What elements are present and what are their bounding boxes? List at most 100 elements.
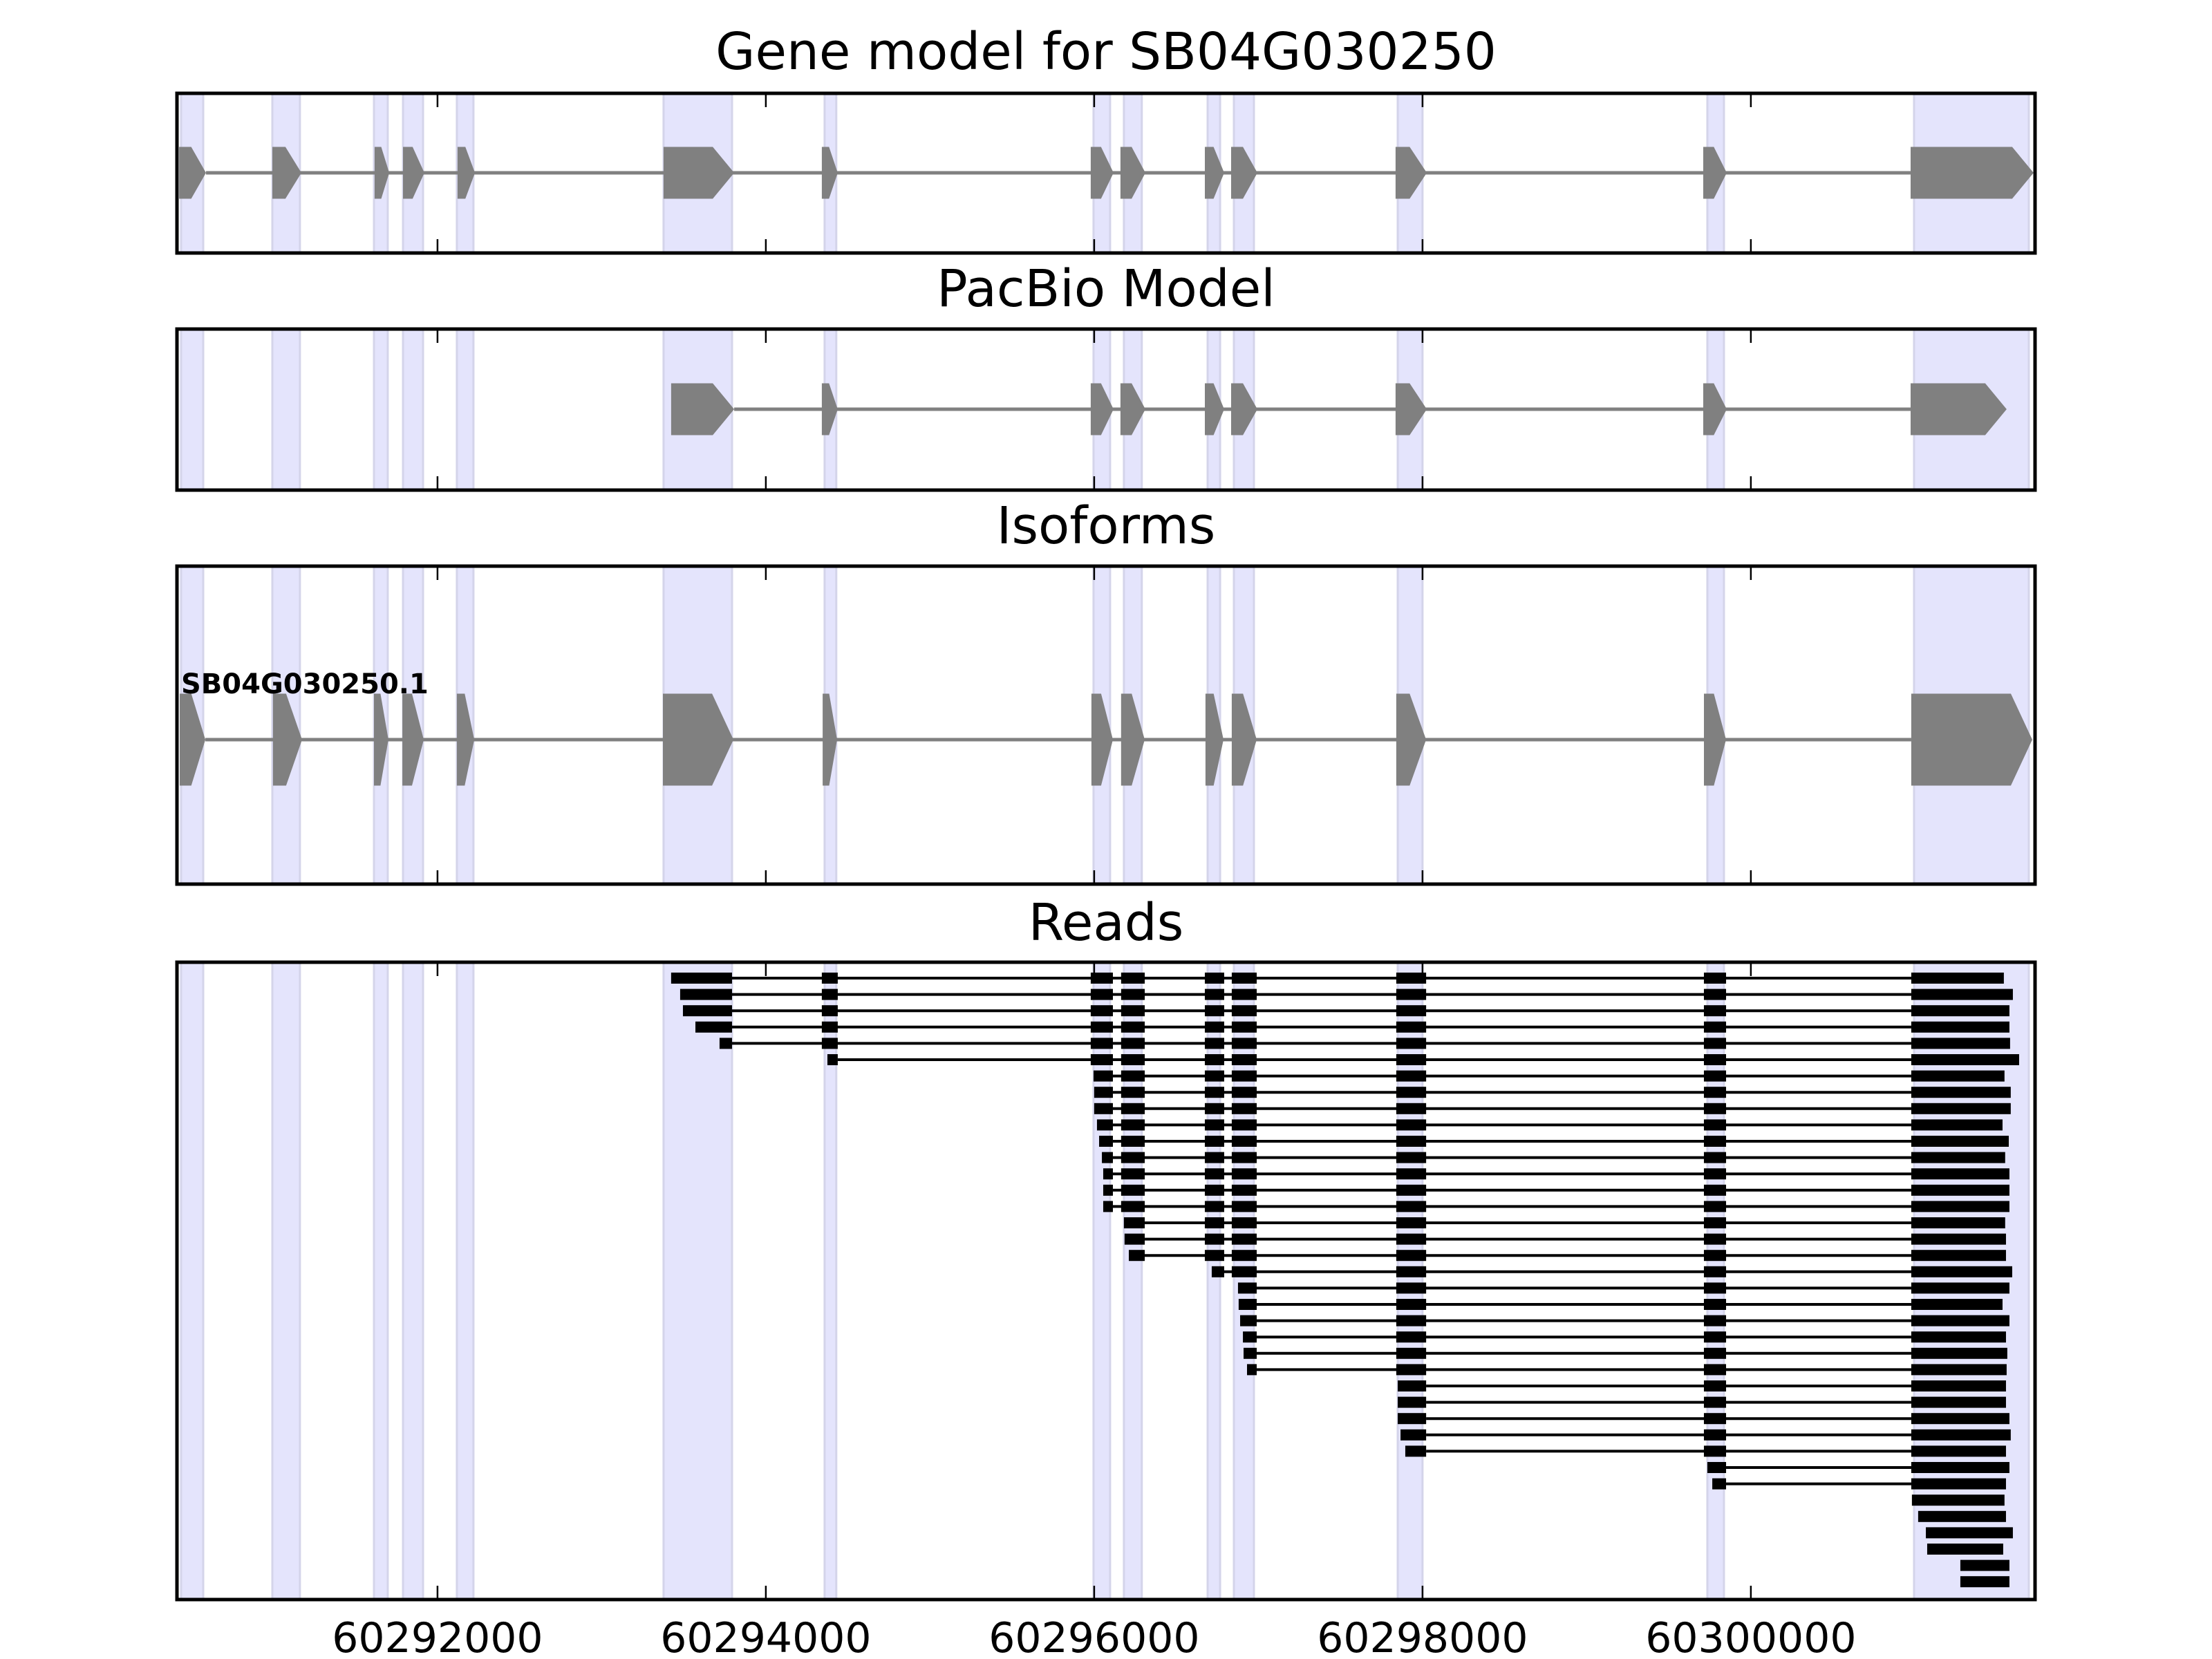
read-exon-block <box>821 1038 838 1049</box>
read <box>1398 1380 2006 1391</box>
read-exon-block <box>1405 1445 1427 1457</box>
isoform-exon-shape <box>1231 693 1257 786</box>
read-exon-block <box>1911 1250 2006 1262</box>
exon-highlight-band <box>456 328 475 491</box>
read-exon-block <box>1096 1119 1113 1131</box>
read-exon-block <box>1911 1494 2005 1506</box>
exon-shape <box>374 147 390 199</box>
read-exon-block <box>1231 1266 1257 1277</box>
read <box>1099 1136 2009 1147</box>
isoform-exon-shape <box>1091 693 1113 786</box>
read-exon-block <box>1204 1119 1224 1131</box>
read-exon-block <box>1204 1152 1224 1163</box>
isoform-exon-shape <box>374 693 388 786</box>
read-exon-block <box>1911 1119 2003 1131</box>
read-exon-block <box>1103 1184 1113 1196</box>
exon-highlight-band <box>271 961 301 1601</box>
panel-frame <box>175 960 2037 1602</box>
panel-plot-area <box>179 92 2034 254</box>
exon-shape <box>272 147 301 199</box>
read-exon-block <box>1121 1087 1145 1098</box>
read-exon-block <box>1398 1380 1427 1391</box>
read <box>1400 1429 2011 1441</box>
exon-highlight-band <box>373 961 389 1601</box>
read-exon-block <box>1121 1152 1145 1163</box>
read-exon-block <box>1123 1217 1145 1228</box>
read-exon-block <box>1396 1315 1427 1327</box>
read-exon-block <box>1204 1201 1224 1212</box>
read-exon-block <box>1918 1510 2006 1522</box>
read-exon-block <box>1396 1331 1427 1343</box>
read-exon-block <box>1911 1136 2009 1147</box>
read-exon-block <box>1707 1462 1727 1473</box>
read-exon-block <box>1204 988 1224 1000</box>
read-exon-block <box>1396 1168 1427 1180</box>
read-exon-block <box>1703 1070 1727 1082</box>
read-exon-block <box>821 1005 838 1017</box>
isoform-exon-shape <box>1704 693 1726 786</box>
read-exon-block <box>1911 988 2013 1000</box>
exon-highlight-band <box>271 328 301 491</box>
exon-highlight-band <box>373 328 389 491</box>
read <box>1096 1119 2003 1131</box>
read-exon-block <box>1231 1119 1257 1131</box>
exon-shape <box>1703 147 1727 199</box>
read-exon-block <box>1911 1087 2011 1098</box>
read-exon-block <box>1204 1250 1224 1262</box>
read-exon-block <box>1911 1413 2009 1425</box>
read-exon-block <box>1703 1380 1727 1391</box>
x-tick-label: 60294000 <box>660 1614 871 1659</box>
read <box>1123 1217 2005 1228</box>
read <box>1103 1201 2009 1212</box>
exon-shape <box>1090 383 1114 435</box>
x-tick-label: 60296000 <box>988 1614 1199 1659</box>
read-exon-block <box>1396 1266 1427 1277</box>
exon-shape <box>1205 383 1224 435</box>
read-exon-block <box>1396 1347 1427 1359</box>
read-exon-block <box>1703 1364 1727 1376</box>
read <box>1124 1233 2006 1245</box>
panel-plot-area <box>180 565 2032 885</box>
read-exon-block <box>1090 1054 1113 1065</box>
read-exon-block <box>1231 1021 1257 1033</box>
read-exon-block <box>1204 1070 1224 1082</box>
isoform-exon-shape <box>402 693 424 786</box>
read-exon-block <box>1231 1233 1257 1245</box>
read-exon-block <box>1703 1152 1727 1163</box>
read-exon-block <box>1703 1087 1727 1098</box>
read-exon-block <box>695 1021 732 1033</box>
read-exon-block <box>1204 1168 1224 1180</box>
panel-title-reads: Reads <box>1029 893 1184 953</box>
read-exon-block <box>1237 1282 1257 1294</box>
read-exon-block <box>1911 1038 2010 1049</box>
read-exon-block <box>1231 973 1257 984</box>
read-exon-block <box>1703 1396 1727 1408</box>
read-exon-block <box>1703 1429 1727 1441</box>
read-exon-block <box>1231 1184 1257 1196</box>
read-exon-block <box>1911 1396 2006 1408</box>
read-exon-block <box>1204 1005 1224 1017</box>
panel-gene-model: Gene model for SB04G030250 <box>175 22 2037 255</box>
read-exon-block <box>1204 1184 1224 1196</box>
read-exon-block <box>1396 1184 1427 1196</box>
read <box>682 1005 2009 1017</box>
read <box>1918 1510 2006 1522</box>
read-exon-block <box>1231 1152 1257 1163</box>
read-exon-block <box>1396 1103 1427 1114</box>
read-exon-block <box>1398 1413 1427 1425</box>
read-exon-block <box>1231 1136 1257 1147</box>
read-exon-block <box>1121 1021 1145 1033</box>
read-exon-block <box>1911 1364 2007 1376</box>
read-exon-block <box>1911 1184 2009 1196</box>
read-exon-block <box>821 973 838 984</box>
read-exon-block <box>1396 988 1427 1000</box>
read-exon-block <box>1396 1038 1427 1049</box>
exon-highlight-band <box>402 328 424 491</box>
read-exon-block <box>1231 1201 1257 1212</box>
read-exon-block <box>1121 1103 1145 1114</box>
read <box>1103 1168 2009 1180</box>
read-exon-block <box>1911 1217 2005 1228</box>
read <box>1237 1282 2009 1294</box>
read-exon-block <box>1102 1152 1113 1163</box>
panel-reads: Reads <box>175 893 2037 1602</box>
